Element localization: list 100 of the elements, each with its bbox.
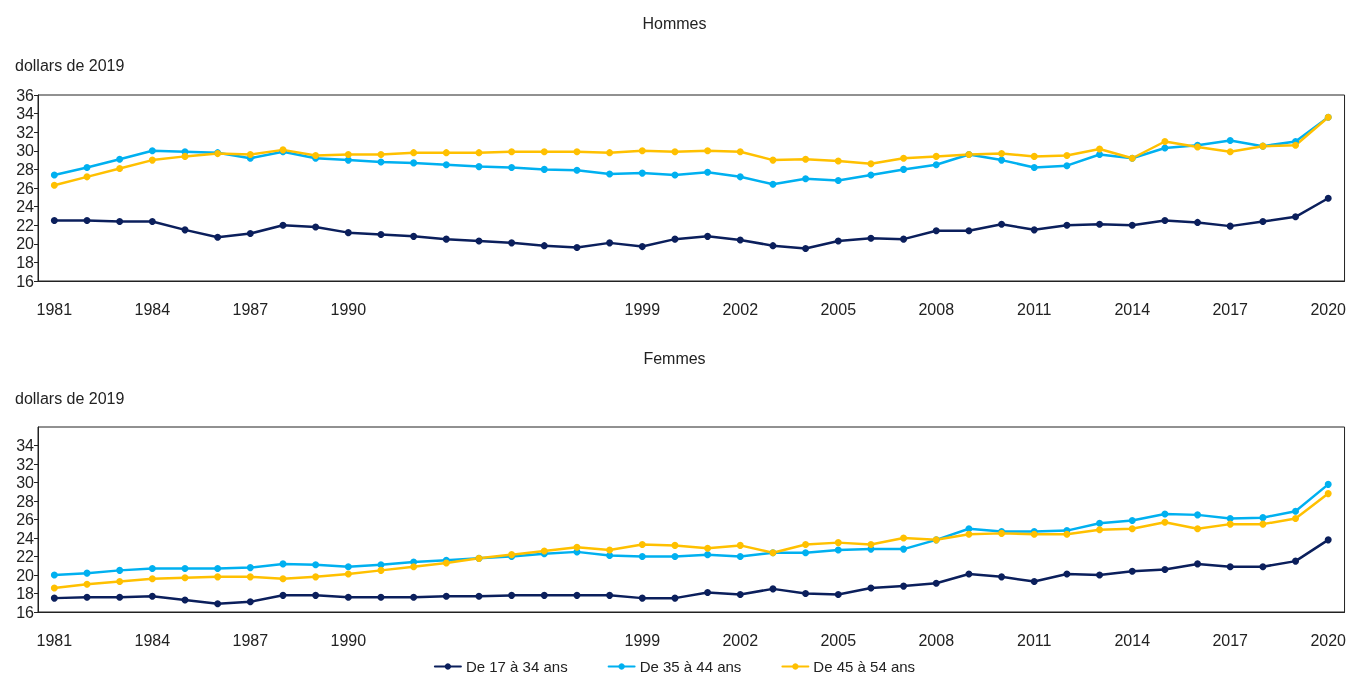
point [279,591,287,599]
point [344,229,352,237]
point [704,147,712,155]
y-tick-label: 24 [16,529,35,547]
x-tick-label: 2008 [918,631,955,649]
point [1292,557,1300,565]
point [638,553,646,560]
point [508,591,516,599]
x-tick-label: 1987 [232,300,269,318]
x-tick-label: 1987 [232,631,269,649]
point [834,177,842,185]
point [246,573,254,581]
point [1292,507,1300,515]
point [1096,220,1104,228]
point [1030,577,1038,585]
point [736,590,744,598]
point [410,159,418,167]
x-tick-label: 2014 [1114,631,1151,649]
point [834,237,842,245]
point [148,217,156,225]
x-tick-label: 2017 [1212,631,1249,649]
point [442,235,450,243]
point [1259,520,1267,528]
point [671,541,679,549]
x-tick-label: 1999 [624,300,661,318]
point [606,170,614,178]
point [508,239,516,247]
point [508,164,516,172]
point [1194,560,1202,568]
point [1194,525,1202,533]
point [1226,520,1234,528]
point [214,600,222,608]
y-tick-label: 20 [16,566,35,584]
point [181,152,189,160]
point [867,234,875,242]
point [1096,519,1104,527]
point [312,591,320,599]
point [606,239,614,247]
x-tick-label: 2008 [918,300,955,318]
point [573,244,581,252]
point [1063,151,1071,159]
y-tick-label: 32 [16,123,35,141]
x-tick-label: 2011 [1017,631,1052,649]
point [1030,152,1038,160]
point [1226,148,1234,156]
point [1324,490,1332,498]
point [998,220,1006,228]
point [181,574,189,582]
point [116,593,124,601]
point [1128,221,1136,229]
point [998,156,1006,164]
point [573,591,581,599]
point [148,565,156,573]
point [802,540,810,548]
x-tick-label: 1990 [330,631,367,649]
point [442,149,450,157]
point [148,156,156,164]
x-tick-label: 1981 [36,300,73,318]
point [1161,217,1169,225]
x-tick-label: 1990 [330,300,367,318]
point [1161,138,1169,145]
point [802,244,810,252]
y-tick-label: 24 [16,198,35,216]
y-tick-label: 22 [16,216,35,234]
point [736,236,744,244]
point [83,593,91,601]
point [540,591,548,599]
point [50,171,58,179]
point [116,217,124,225]
point [1096,526,1104,534]
x-tick-label: 1981 [36,631,73,649]
point [50,594,58,602]
point [246,598,254,606]
point [181,565,189,573]
point [671,235,679,243]
point [1096,145,1104,153]
point [116,566,124,574]
point [1292,141,1300,149]
point [1324,194,1332,202]
point [116,155,124,163]
x-tick-label: 2014 [1114,300,1151,318]
point [1128,516,1136,524]
point [1226,563,1234,571]
point [410,149,418,157]
point [1292,213,1300,221]
y-tick-label: 26 [16,179,35,197]
point [932,152,940,160]
y-tick-label: 34 [16,437,35,454]
point [214,233,222,241]
y-tick-label: 36 [16,86,35,104]
point [279,575,287,583]
point [606,149,614,157]
point [573,166,581,174]
point [344,593,352,601]
point [83,580,91,588]
y-tick-label: 28 [16,160,35,178]
point [671,553,679,560]
point [116,577,124,585]
point [442,161,450,169]
x-tick-label: 1984 [134,300,171,318]
